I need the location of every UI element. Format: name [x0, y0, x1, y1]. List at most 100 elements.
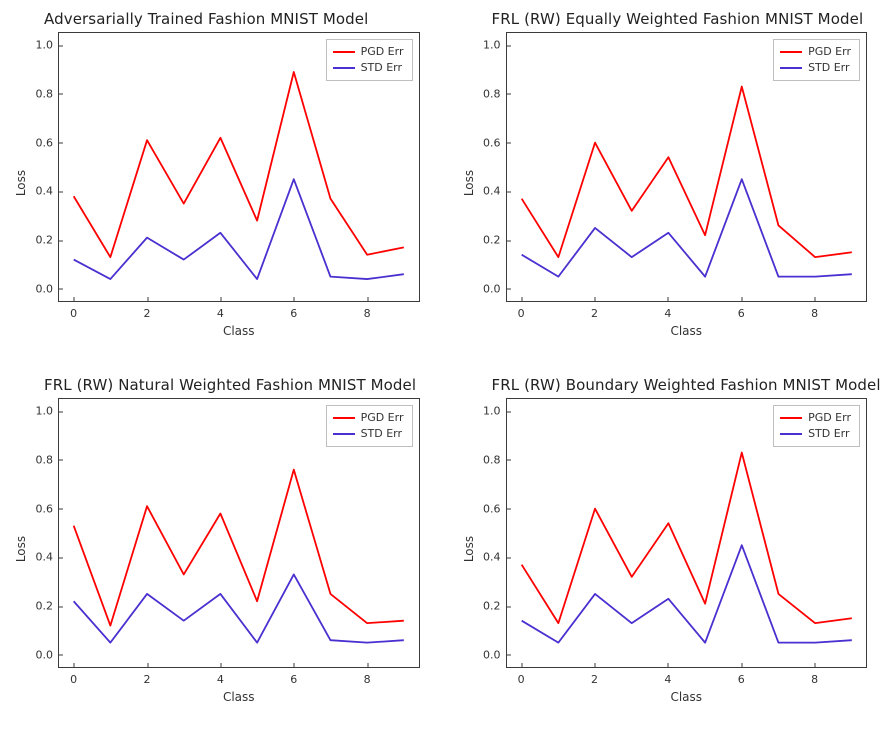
x-axis-label: Class [506, 690, 868, 704]
x-tick: 4 [664, 667, 671, 686]
legend-label: STD Err [361, 60, 402, 76]
legend-label: STD Err [808, 426, 849, 442]
legend-item-std: STD Err [780, 60, 851, 76]
y-tick: 0.2 [29, 234, 59, 247]
y-tick: 0.6 [29, 502, 59, 515]
x-axis-label: Class [506, 324, 868, 338]
x-tick: 2 [144, 301, 151, 320]
legend-swatch [780, 51, 802, 53]
legend-item-pgd: PGD Err [333, 410, 404, 426]
y-tick: 0.6 [477, 502, 507, 515]
legend-swatch [780, 417, 802, 419]
x-tick: 4 [217, 301, 224, 320]
series-std [521, 545, 851, 642]
panel-title: FRL (RW) Natural Weighted Fashion MNIST … [44, 376, 440, 394]
y-tick: 0.8 [477, 453, 507, 466]
panel-frl-eq: FRL (RW) Equally Weighted Fashion MNIST … [448, 0, 895, 366]
legend-item-std: STD Err [333, 426, 404, 442]
x-tick: 2 [591, 301, 598, 320]
legend-label: PGD Err [808, 410, 851, 426]
plot-area: 0.00.20.40.60.81.002468PGD ErrSTD Err [58, 32, 420, 302]
panel-title: Adversarially Trained Fashion MNIST Mode… [44, 10, 440, 28]
legend: PGD ErrSTD Err [773, 39, 860, 81]
legend: PGD ErrSTD Err [326, 39, 413, 81]
y-tick: 0.6 [477, 136, 507, 149]
y-tick: 0.6 [29, 136, 59, 149]
y-tick: 1.0 [29, 405, 59, 418]
y-axis-label: Loss [462, 170, 476, 196]
x-tick: 2 [144, 667, 151, 686]
x-tick: 0 [518, 667, 525, 686]
legend-swatch [333, 67, 355, 69]
legend-item-pgd: PGD Err [333, 44, 404, 60]
x-axis-label: Class [58, 324, 420, 338]
x-tick: 2 [591, 667, 598, 686]
legend-swatch [333, 51, 355, 53]
series-pgd [74, 470, 404, 626]
y-tick: 0.8 [29, 453, 59, 466]
x-tick: 8 [364, 667, 371, 686]
y-tick: 0.4 [29, 185, 59, 198]
series-pgd [521, 87, 851, 258]
legend: PGD ErrSTD Err [773, 405, 860, 447]
legend-item-pgd: PGD Err [780, 410, 851, 426]
panel-frl-bnd: FRL (RW) Boundary Weighted Fashion MNIST… [448, 366, 895, 732]
series-std [521, 179, 851, 276]
plot-area: 0.00.20.40.60.81.002468PGD ErrSTD Err [506, 32, 868, 302]
legend-item-std: STD Err [333, 60, 404, 76]
y-axis-label: Loss [14, 170, 28, 196]
y-tick: 1.0 [29, 39, 59, 52]
x-tick: 0 [518, 301, 525, 320]
legend-item-std: STD Err [780, 426, 851, 442]
y-tick: 0.4 [477, 551, 507, 564]
legend-label: PGD Err [361, 44, 404, 60]
plot-area: 0.00.20.40.60.81.002468PGD ErrSTD Err [506, 398, 868, 668]
series-pgd [74, 72, 404, 257]
x-tick: 6 [738, 667, 745, 686]
y-tick: 0.0 [29, 648, 59, 661]
x-axis-label: Class [58, 690, 420, 704]
x-tick: 4 [217, 667, 224, 686]
legend-label: STD Err [808, 60, 849, 76]
series-std [74, 179, 404, 279]
y-tick: 1.0 [477, 405, 507, 418]
y-tick: 0.0 [477, 282, 507, 295]
legend-label: PGD Err [361, 410, 404, 426]
y-tick: 0.4 [477, 185, 507, 198]
y-tick: 0.2 [477, 600, 507, 613]
y-tick: 1.0 [477, 39, 507, 52]
x-tick: 8 [811, 667, 818, 686]
x-tick: 4 [664, 301, 671, 320]
y-tick: 0.8 [477, 87, 507, 100]
y-tick: 0.0 [477, 648, 507, 661]
series-pgd [521, 453, 851, 624]
y-tick: 0.8 [29, 87, 59, 100]
x-tick: 0 [70, 301, 77, 320]
x-tick: 8 [364, 301, 371, 320]
y-axis-label: Loss [14, 536, 28, 562]
x-tick: 6 [290, 301, 297, 320]
y-tick: 0.4 [29, 551, 59, 564]
legend-item-pgd: PGD Err [780, 44, 851, 60]
panel-adv: Adversarially Trained Fashion MNIST Mode… [0, 0, 448, 366]
y-tick: 0.2 [29, 600, 59, 613]
panel-title: FRL (RW) Boundary Weighted Fashion MNIST… [492, 376, 888, 394]
legend-label: PGD Err [808, 44, 851, 60]
chart-grid: Adversarially Trained Fashion MNIST Mode… [0, 0, 895, 732]
x-tick: 8 [811, 301, 818, 320]
x-tick: 0 [70, 667, 77, 686]
legend-swatch [333, 417, 355, 419]
y-tick: 0.0 [29, 282, 59, 295]
plot-area: 0.00.20.40.60.81.002468PGD ErrSTD Err [58, 398, 420, 668]
legend: PGD ErrSTD Err [326, 405, 413, 447]
y-tick: 0.2 [477, 234, 507, 247]
legend-swatch [780, 67, 802, 69]
y-axis-label: Loss [462, 536, 476, 562]
legend-label: STD Err [361, 426, 402, 442]
panel-frl-nat: FRL (RW) Natural Weighted Fashion MNIST … [0, 366, 448, 732]
x-tick: 6 [290, 667, 297, 686]
panel-title: FRL (RW) Equally Weighted Fashion MNIST … [492, 10, 888, 28]
legend-swatch [780, 433, 802, 435]
x-tick: 6 [738, 301, 745, 320]
legend-swatch [333, 433, 355, 435]
